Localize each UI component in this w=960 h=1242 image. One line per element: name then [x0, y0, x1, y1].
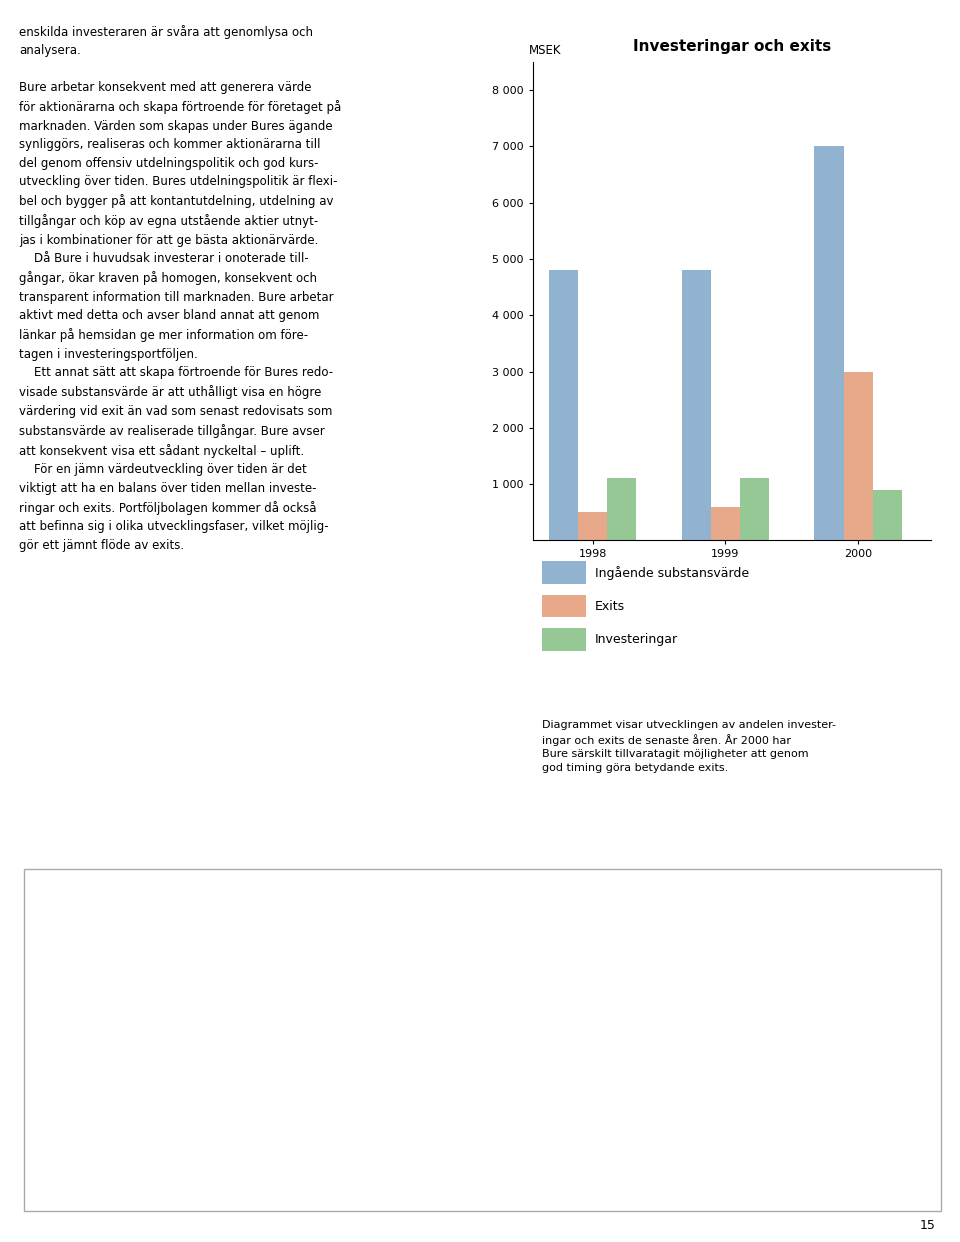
Text: 15: 15 — [920, 1220, 936, 1232]
Bar — [873, 489, 902, 540]
Title: Uplift, MSEK: Uplift, MSEK — [321, 900, 414, 914]
Text: Investeringar: Investeringar — [595, 633, 679, 646]
Text: enskilda investeraren är svåra att genomlysa och
analysera.

Bure arbetar konsek: enskilda investeraren är svåra att genom… — [19, 25, 342, 551]
Bar — [184, 1015, 213, 1242]
Bar — [300, 1105, 329, 1149]
Bar — [710, 507, 740, 540]
Text: Diagrammet visar utvecklingen av andelen invester-
ingar och exits de senaste år: Diagrammet visar utvecklingen av andelen… — [542, 720, 836, 773]
Bar — [352, 1099, 382, 1149]
Bar — [607, 478, 636, 540]
Text: Ingående substansvärde: Ingående substansvärde — [595, 565, 750, 580]
Bar — [682, 271, 710, 540]
Bar — [132, 935, 161, 1242]
Bar — [549, 271, 578, 540]
Text: Exits: Exits — [595, 600, 625, 612]
Text: MSEK: MSEK — [529, 45, 562, 57]
Title: Investeringar och exits: Investeringar och exits — [633, 39, 831, 53]
Bar — [740, 478, 769, 540]
Title: Uplift, index: Uplift, index — [100, 900, 193, 914]
Bar — [578, 512, 607, 540]
Bar — [814, 147, 844, 540]
Bar — [844, 371, 873, 540]
Bar — [80, 961, 108, 1242]
Text: Uplift är ett mått på skillnaden mellan en realiserad
tillgångs senast redovisad: Uplift är ett mått på skillnaden mellan … — [485, 882, 785, 1102]
Bar — [405, 950, 434, 1149]
